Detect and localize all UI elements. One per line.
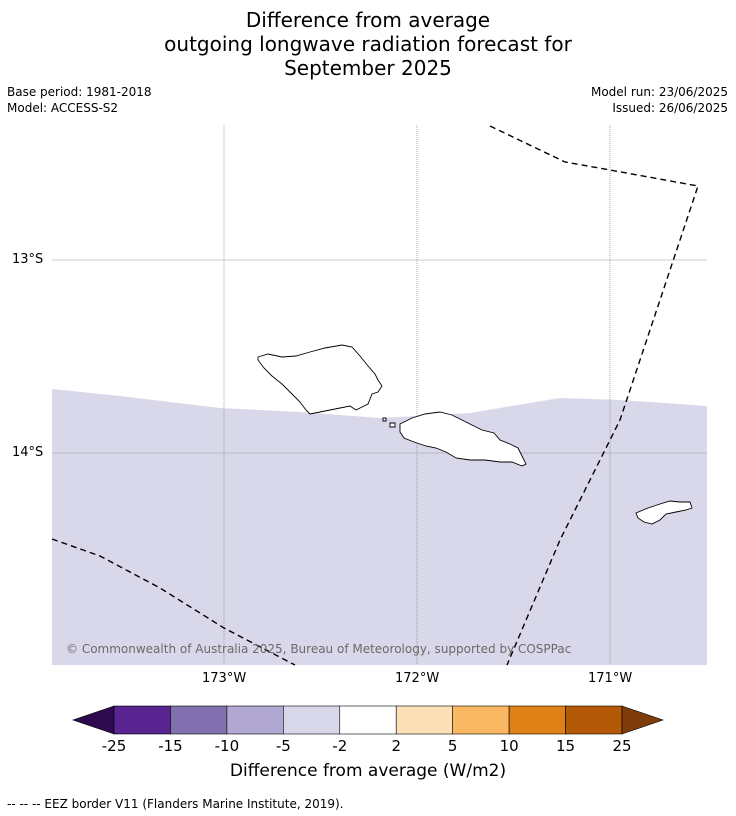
colorbar-tick-label: -25 <box>101 737 127 755</box>
colorbar-tick-label: 5 <box>447 737 458 755</box>
colorbar-tick-label: 2 <box>391 737 401 755</box>
manono-islet <box>389 422 396 428</box>
colorbar-tick-label: 10 <box>499 737 519 755</box>
savaii-island <box>257 344 383 415</box>
colorbar-tick-label: -2 <box>332 737 348 755</box>
lon-label-171w: 171°W <box>588 671 633 686</box>
eez-border-southwest <box>51 538 296 666</box>
upolu-island <box>399 411 527 467</box>
colorbar-tick-label: -10 <box>214 737 240 755</box>
chart-title: Difference from average outgoing longwav… <box>0 8 736 80</box>
eez-footnote: -- -- -- EEZ border V11 (Flanders Marine… <box>7 797 344 811</box>
model-run: Model run: 23/06/2025 <box>590 85 728 99</box>
meta-left: Base period: 1981-2018 Model: ACCESS-S2 <box>7 84 152 116</box>
tutuila-island <box>635 500 693 525</box>
lat-label-14s: 14°S <box>12 445 44 460</box>
lat-label-13s: 13°S <box>12 252 44 267</box>
apolima-islet <box>382 417 387 422</box>
copyright-notice: © Commonwealth of Australia 2025, Bureau… <box>66 642 572 656</box>
colorbar-title: Difference from average (W/m2) <box>229 761 507 781</box>
model-name: Model: ACCESS-S2 <box>7 101 119 115</box>
base-period: Base period: 1981-2018 <box>7 85 152 99</box>
issued-date: Issued: 26/06/2025 <box>612 101 728 115</box>
title-line-3: September 2025 <box>284 56 452 80</box>
colorbar-tick-label: 25 <box>612 737 632 755</box>
title-line-2: outgoing longwave radiation forecast for <box>164 32 572 56</box>
colorbar-tick-label: -5 <box>275 737 291 755</box>
title-line-1: Difference from average <box>245 8 491 32</box>
eez-border-east <box>489 125 699 666</box>
colorbar-tick-label: 15 <box>556 737 576 755</box>
colorbar-tick-label: -15 <box>158 737 183 755</box>
meta-right: Model run: 23/06/2025 Issued: 26/06/2025 <box>591 84 728 116</box>
lon-label-172w: 172°W <box>395 671 440 686</box>
lon-label-173w: 173°W <box>202 671 247 686</box>
anomaly-shading-region <box>52 389 707 665</box>
